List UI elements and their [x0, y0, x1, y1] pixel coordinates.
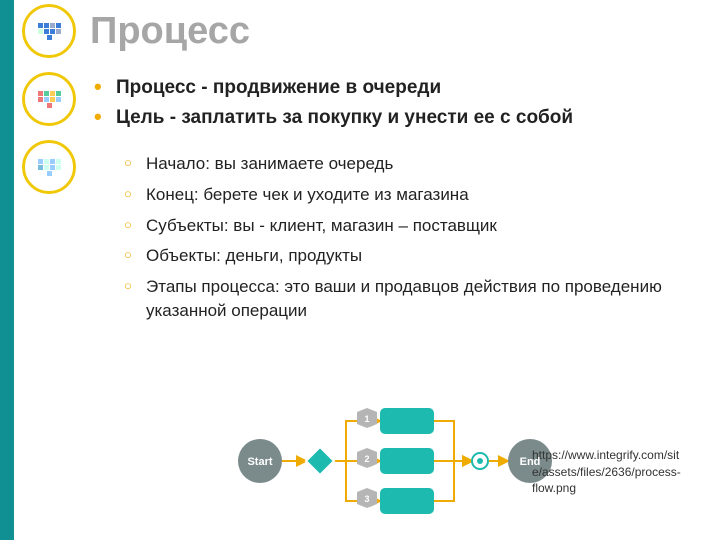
svg-text:2: 2	[364, 454, 369, 464]
sub-bullet-item: Начало: вы занимаете очередь	[124, 152, 702, 177]
slide-thumbnail-1	[22, 4, 76, 58]
main-bullet-item: Процесс - продвижение в очереди	[94, 75, 702, 101]
slide-content: Процесс Процесс - продвижение в очереди Ц…	[90, 10, 702, 530]
main-bullet-item: Цель - заплатить за покупку и унести ее …	[94, 105, 702, 131]
sub-bullet-list: Начало: вы занимаете очередь Конец: берет…	[90, 152, 702, 324]
thumb-content	[29, 147, 69, 187]
thumb-content	[29, 11, 69, 51]
svg-text:3: 3	[364, 494, 369, 504]
sub-bullet-item: Объекты: деньги, продукты	[124, 244, 702, 269]
process-flow-diagram: StartEnd123	[230, 396, 560, 526]
main-bullet-list: Процесс - продвижение в очереди Цель - за…	[90, 75, 702, 130]
accent-strip	[0, 0, 14, 540]
flowchart-svg: StartEnd123	[230, 396, 560, 526]
image-source-caption: https://www.integrify.com/site/assets/fi…	[532, 447, 682, 496]
sub-bullet-item: Субъекты: вы - клиент, магазин – поставщ…	[124, 214, 702, 239]
sub-bullet-item: Конец: берете чек и уходите из магазина	[124, 183, 702, 208]
svg-text:1: 1	[364, 414, 369, 424]
thumbnail-column	[22, 4, 76, 208]
svg-text:Start: Start	[247, 456, 272, 468]
page-title: Процесс	[90, 10, 702, 53]
thumb-content	[29, 79, 69, 119]
sub-bullet-item: Этапы процесса: это ваши и продавцов дей…	[124, 275, 702, 324]
slide-thumbnail-2	[22, 72, 76, 126]
slide-thumbnail-3	[22, 140, 76, 194]
